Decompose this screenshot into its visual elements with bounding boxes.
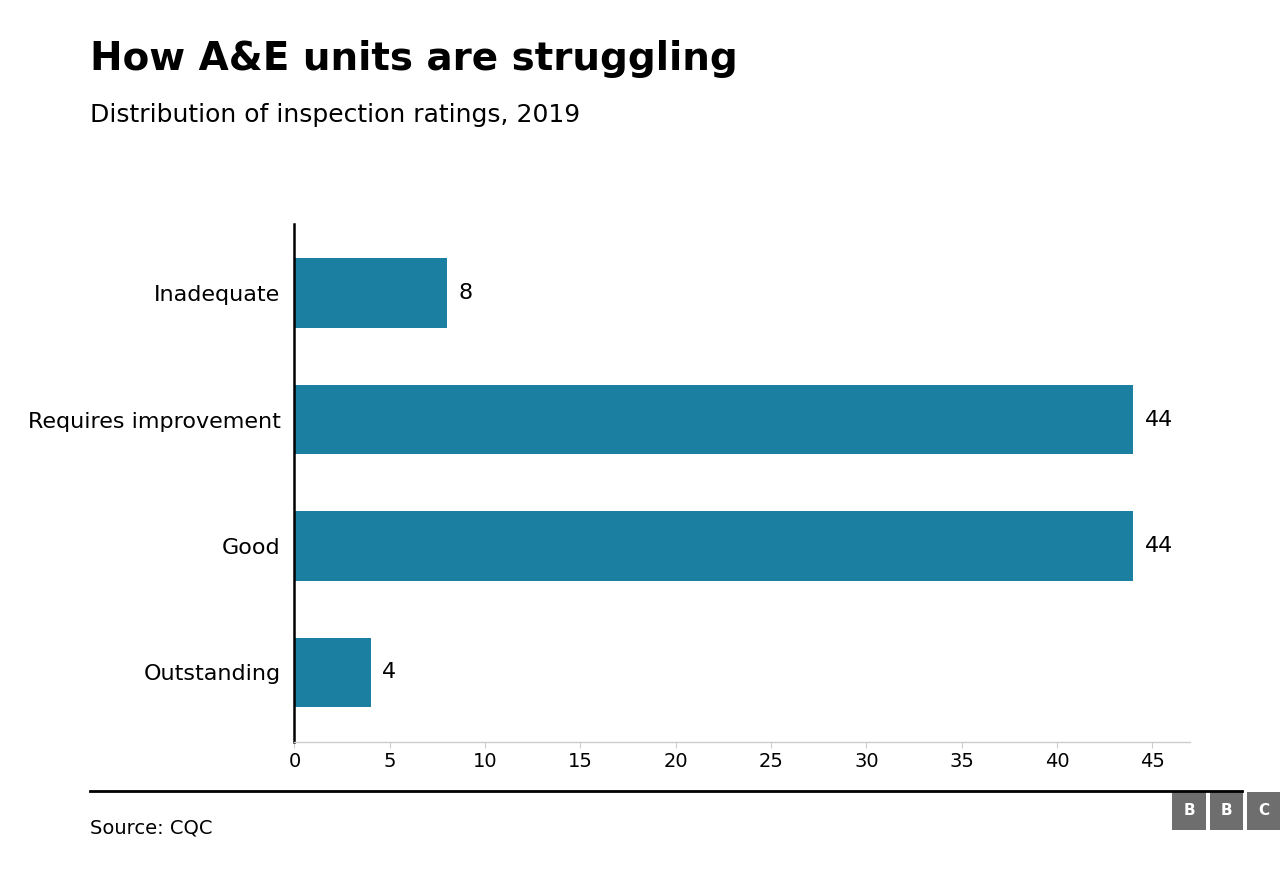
Bar (294, 511, 1133, 581)
Text: 4: 4 (383, 662, 397, 682)
Text: B: B (1183, 804, 1196, 818)
Text: 44: 44 (1144, 409, 1172, 429)
Bar (294, 637, 371, 707)
Text: C: C (1258, 804, 1268, 818)
Text: 8: 8 (458, 283, 472, 303)
Bar (294, 384, 1133, 454)
Text: How A&E units are struggling: How A&E units are struggling (90, 40, 737, 79)
Text: B: B (1220, 804, 1233, 818)
Text: 44: 44 (1144, 536, 1172, 556)
Bar (294, 258, 447, 328)
Text: Distribution of inspection ratings, 2019: Distribution of inspection ratings, 2019 (90, 103, 580, 127)
Text: Source: CQC: Source: CQC (90, 818, 212, 837)
